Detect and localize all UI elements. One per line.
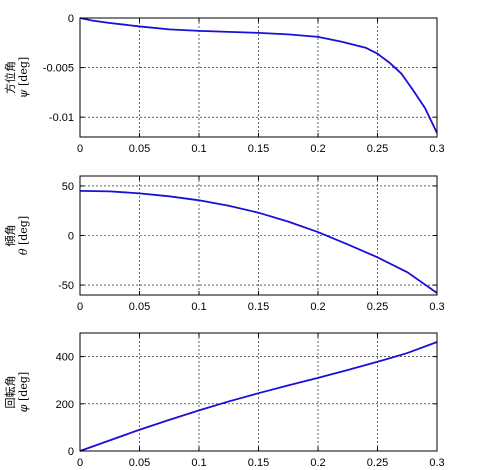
theta-series-line	[79, 189, 438, 294]
phi-y-axis-label: 回転角 φ [deg]	[4, 372, 30, 412]
phi-y-tick-label: 400	[56, 352, 74, 364]
psi-y-tick-label: 0	[68, 13, 74, 25]
theta-y-axis-unit: [deg]	[17, 216, 30, 245]
phi-x-tick-label: 0.25	[367, 457, 388, 469]
psi-y-axis-label: 方位角 ψ [deg]	[3, 57, 30, 98]
psi-plot-frame	[79, 17, 438, 138]
psi-x-tick-label: 0.1	[191, 143, 206, 155]
phi-x-tick-label: 0.2	[310, 457, 325, 469]
phi-plot-frame	[79, 332, 438, 452]
theta-y-axis-label: 傾角θ [deg]	[3, 216, 30, 255]
phi-y-tick-label: 200	[56, 399, 74, 411]
phi-y-axis-name: 回転角	[4, 376, 17, 409]
psi-y-axis-name: 方位角	[3, 61, 17, 94]
theta-x-tick-label: 0.15	[248, 301, 269, 313]
phi-x-tick-label: 0.05	[129, 457, 150, 469]
theta-y-tick-label: 50	[62, 181, 74, 193]
theta-y-tick-label: 0	[68, 231, 74, 243]
psi-y-tick-label: -0.005	[43, 63, 74, 75]
phi-series-line	[79, 341, 438, 452]
phi-y-axis-symbol-unit: φ [deg]	[17, 372, 30, 412]
psi-x-tick-label: 0.3	[429, 143, 444, 155]
theta-y-axis-symbol-unit: θ [deg]	[17, 216, 30, 255]
phi-y-tick-label: 0	[68, 446, 74, 458]
theta-x-tick-label: 0.3	[429, 301, 444, 313]
theta-y-axis-symbol: θ	[17, 248, 30, 255]
psi-series-line	[79, 17, 438, 134]
psi-x-tick-label: 0.15	[248, 143, 269, 155]
theta-x-tick-label: 0.05	[129, 301, 150, 313]
psi-x-tick-label: 0.2	[310, 143, 325, 155]
psi-x-tick-label: 0.05	[129, 143, 150, 155]
psi-x-tick-label: 0	[77, 143, 83, 155]
theta-x-tick-label: 0.1	[191, 301, 206, 313]
phi-x-tick-label: 0.3	[429, 457, 444, 469]
psi-y-axis-symbol: ψ	[17, 89, 30, 98]
psi-y-axis-symbol-unit: ψ [deg]	[17, 57, 30, 98]
theta-plot-frame	[79, 175, 438, 296]
phi-y-axis-unit: [deg]	[17, 372, 30, 401]
theta-x-tick-label: 0.25	[367, 301, 388, 313]
phi-x-tick-label: 0.15	[248, 457, 269, 469]
psi-y-tick-label: -0.01	[49, 112, 74, 124]
theta-y-tick-label: -50	[58, 280, 74, 292]
psi-y-axis-unit: [deg]	[17, 57, 30, 86]
phi-y-axis-symbol: φ	[17, 404, 30, 412]
theta-y-axis-name: 傾角	[3, 225, 17, 247]
theta-x-tick-label: 0	[77, 301, 83, 313]
theta-x-tick-label: 0.2	[310, 301, 325, 313]
phi-x-tick-label: 0.1	[191, 457, 206, 469]
psi-x-tick-label: 0.25	[367, 143, 388, 155]
phi-x-tick-label: 0	[77, 457, 83, 469]
